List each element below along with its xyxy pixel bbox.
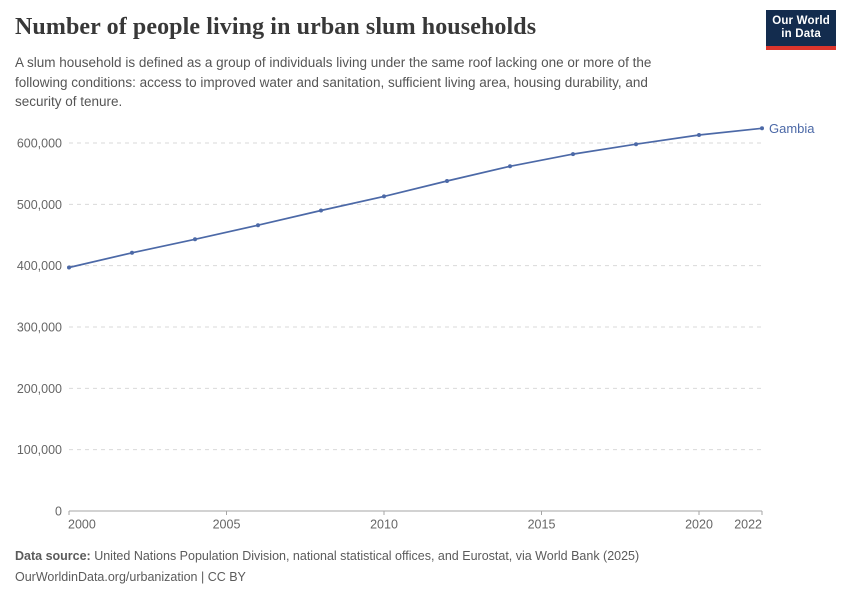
series-line [68,127,763,269]
x-axis-tick-label: 2022 [734,518,762,532]
owid-logo[interactable]: Our World in Data [766,10,836,50]
data-point[interactable] [634,142,638,147]
chart-subtitle: A slum household is defined as a group o… [15,53,651,112]
line-chart: 0 100,000 200,000 300,000 400,000 500,000 600,… [17,121,815,532]
subtitle-line: A slum household is defined as a group o… [15,55,652,70]
license-line[interactable]: OurWorldinData.org/urbanization | CC BY [15,570,246,584]
x-axis-tick-label: 2010 [370,518,398,532]
data-source-label: Data source: [15,549,91,563]
data-point[interactable] [697,133,701,137]
data-point[interactable] [319,208,323,213]
x-axis-tick-label: 2015 [528,518,556,532]
data-point[interactable] [382,194,386,199]
y-axis-tick-label: 100,000 [17,443,62,457]
y-axis-tick-label: 400,000 [17,259,62,273]
data-point[interactable] [130,250,134,255]
page-title: Number of people living in urban slum ho… [15,14,537,40]
data-point[interactable] [508,164,512,169]
data-point[interactable] [256,223,260,228]
data-point[interactable] [760,126,764,131]
data-point[interactable] [67,265,71,270]
subtitle-line: security of tenure. [15,94,123,109]
subtitle-line: following conditions: access to improved… [15,74,648,90]
owid-logo-line1: Our World [772,15,830,27]
owid-logo-line2: in Data [781,28,821,40]
chart-footer: Data source: United Nations Population D… [15,546,639,588]
x-axis-tick-label: 2020 [685,518,713,532]
data-point[interactable] [571,152,575,157]
y-axis-tick-label: 200,000 [17,382,62,396]
x-axis-tick-label: 2005 [213,518,241,532]
y-axis-tick-label: 0 [55,505,62,519]
data-point[interactable] [445,179,449,183]
y-axis-tick-label: 500,000 [17,198,62,212]
chart-area: 0 100,000 200,000 300,000 400,000 500,000 600,… [0,112,850,542]
y-axis-tick-label: 600,000 [17,137,62,151]
data-source-text: United Nations Population Division, nati… [90,549,640,563]
data-source-line: Data source: United Nations Population D… [15,546,639,567]
x-axis-tick-label: 2000 [68,518,96,532]
y-axis-tick-label: 300,000 [17,321,62,335]
entity-label[interactable]: Gambia [769,121,815,136]
data-point[interactable] [193,237,197,242]
